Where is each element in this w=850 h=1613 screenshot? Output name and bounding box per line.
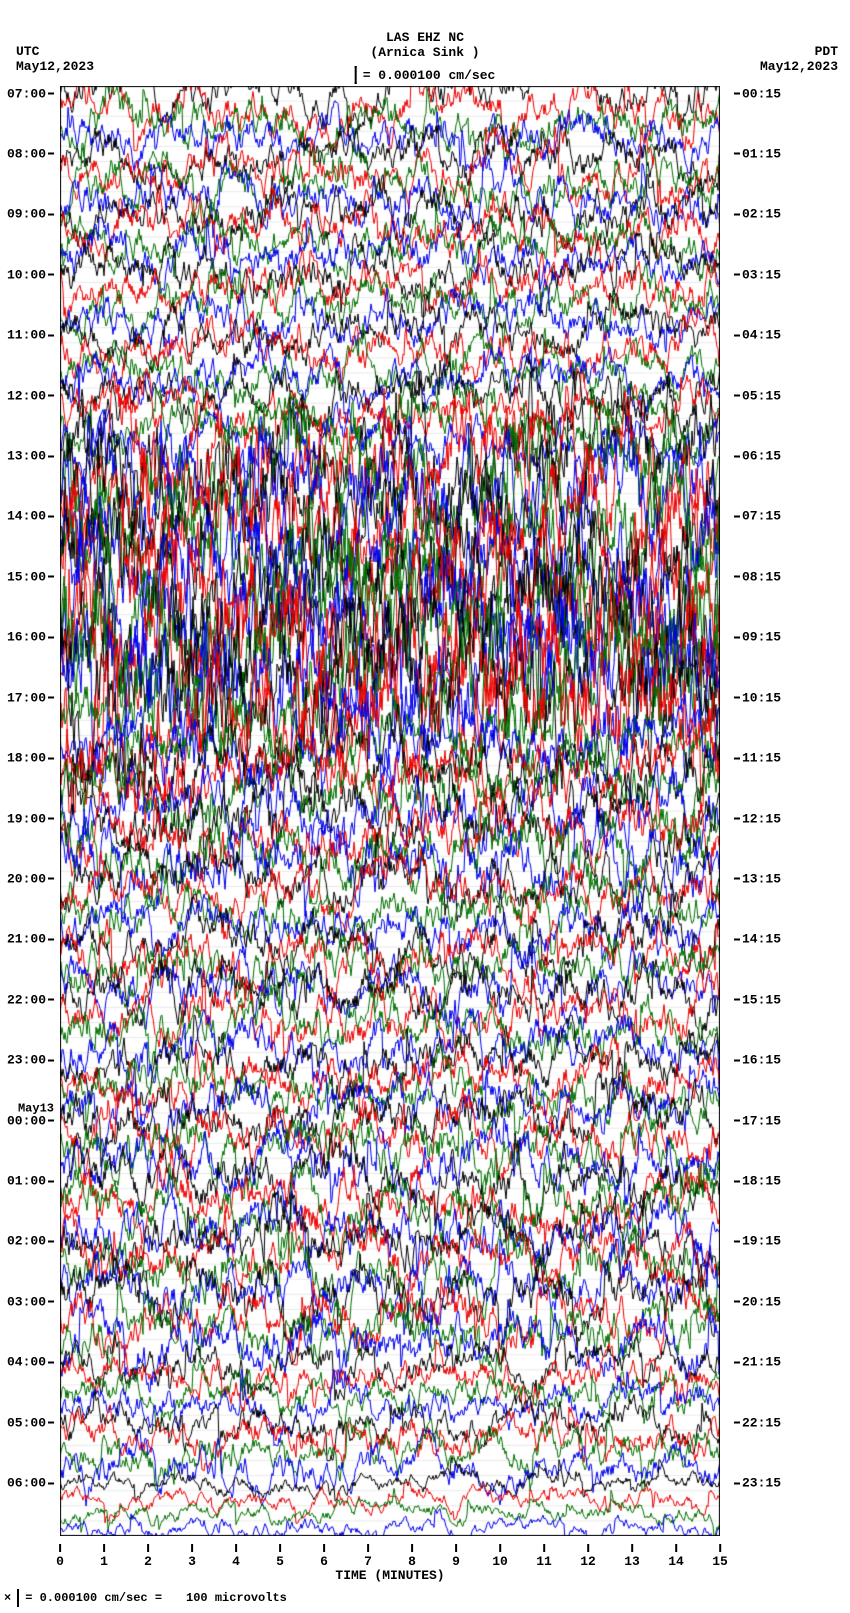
right-tick: 04:15 — [734, 329, 781, 342]
right-tick: 06:15 — [734, 450, 781, 463]
left-tick: 05:00 — [7, 1416, 54, 1429]
right-tick: 16:15 — [734, 1054, 781, 1067]
right-tick: 00:15 — [734, 87, 781, 100]
helicorder-canvas — [60, 86, 720, 1536]
header-right-block: PDT May12,2023 — [760, 44, 838, 74]
right-tick: 15:15 — [734, 993, 781, 1006]
left-tick: 07:00 — [7, 87, 54, 100]
left-tick-sup: May13 — [18, 1101, 54, 1115]
right-tick: 05:15 — [734, 389, 781, 402]
left-tick: 10:00 — [7, 268, 54, 281]
date-label-left: May12,2023 — [16, 59, 94, 74]
left-tick: 11:00 — [7, 329, 54, 342]
footer-scale: × = 0.000100 cm/sec = 100 microvolts — [4, 1589, 287, 1607]
helicorder-plot — [60, 86, 720, 1536]
right-tick: 10:15 — [734, 691, 781, 704]
left-tick: 19:00 — [7, 812, 54, 825]
scale-bar-icon — [17, 1589, 19, 1607]
footer-text-1: = 0.000100 cm/sec = — [25, 1591, 162, 1605]
bottom-tick: 14 — [668, 1544, 684, 1569]
site-label: (Arnica Sink ) — [355, 45, 496, 60]
bottom-tick: 4 — [232, 1544, 240, 1569]
left-tick: 18:00 — [7, 752, 54, 765]
bottom-tick: 3 — [188, 1544, 196, 1569]
bottom-tick: 8 — [408, 1544, 416, 1569]
bottom-tick: 2 — [144, 1544, 152, 1569]
left-tick: 15:00 — [7, 570, 54, 583]
right-tick: 07:15 — [734, 510, 781, 523]
bottom-tick: 12 — [580, 1544, 596, 1569]
bottom-tick: 9 — [452, 1544, 460, 1569]
scale-indicator: = 0.000100 cm/sec — [355, 66, 496, 84]
tz-label-right: PDT — [760, 44, 838, 59]
scale-bar-icon — [355, 66, 357, 84]
right-tick: 03:15 — [734, 268, 781, 281]
footer-marker: × — [4, 1591, 11, 1605]
right-tick: 23:15 — [734, 1477, 781, 1490]
right-tick: 02:15 — [734, 208, 781, 221]
footer-text-2: 100 microvolts — [186, 1591, 287, 1605]
right-time-axis: 00:15 01:15 02:15 03:15 04:15 05:15 06:15 07:15… — [730, 86, 850, 1536]
right-tick: 21:15 — [734, 1356, 781, 1369]
right-tick: 01:15 — [734, 147, 781, 160]
bottom-tick: 10 — [492, 1544, 508, 1569]
right-tick: 09:15 — [734, 631, 781, 644]
left-tick: 23:00 — [7, 1054, 54, 1067]
left-tick: 14:00 — [7, 510, 54, 523]
bottom-tick: 15 — [712, 1544, 728, 1569]
bottom-tick: 7 — [364, 1544, 372, 1569]
x-axis-label: TIME (MINUTES) — [335, 1568, 444, 1583]
right-tick: 11:15 — [734, 752, 781, 765]
right-tick: 18:15 — [734, 1175, 781, 1188]
bottom-tick: 13 — [624, 1544, 640, 1569]
right-tick: 13:15 — [734, 872, 781, 885]
right-tick: 14:15 — [734, 933, 781, 946]
left-tick: 02:00 — [7, 1235, 54, 1248]
left-tick: 08:00 — [7, 147, 54, 160]
scale-text: = 0.000100 cm/sec — [363, 68, 496, 83]
bottom-tick: 5 — [276, 1544, 284, 1569]
right-tick: 08:15 — [734, 570, 781, 583]
left-tick: 03:00 — [7, 1295, 54, 1308]
right-tick: 19:15 — [734, 1235, 781, 1248]
right-tick: 22:15 — [734, 1416, 781, 1429]
left-tick: 01:00 — [7, 1175, 54, 1188]
left-tick: 20:00 — [7, 872, 54, 885]
bottom-tick: 1 — [100, 1544, 108, 1569]
bottom-tick: 0 — [56, 1544, 64, 1569]
left-tick: 06:00 — [7, 1477, 54, 1490]
header-center-block: LAS EHZ NC (Arnica Sink ) = 0.000100 cm/… — [355, 30, 496, 84]
left-tick: 12:00 — [7, 389, 54, 402]
left-tick: 22:00 — [7, 993, 54, 1006]
bottom-tick: 11 — [536, 1544, 552, 1569]
header: UTC May12,2023 LAS EHZ NC (Arnica Sink )… — [0, 0, 850, 86]
left-tick: 09:00 — [7, 208, 54, 221]
left-tick: 00:00 — [7, 1114, 54, 1127]
tz-label-left: UTC — [16, 44, 94, 59]
header-left-block: UTC May12,2023 — [16, 44, 94, 74]
right-tick: 20:15 — [734, 1295, 781, 1308]
left-tick: 17:00 — [7, 691, 54, 704]
left-tick: 04:00 — [7, 1356, 54, 1369]
date-label-right: May12,2023 — [760, 59, 838, 74]
left-tick: 16:00 — [7, 631, 54, 644]
left-time-axis: 07:00 08:00 09:00 10:00 11:00 12:00 13:00 14:00… — [0, 86, 58, 1536]
left-tick: 21:00 — [7, 933, 54, 946]
right-tick: 12:15 — [734, 812, 781, 825]
bottom-minutes-axis: TIME (MINUTES) 0123456789101112131415 — [60, 1544, 720, 1594]
left-tick: 13:00 — [7, 450, 54, 463]
bottom-tick: 6 — [320, 1544, 328, 1569]
right-tick: 17:15 — [734, 1114, 781, 1127]
station-label: LAS EHZ NC — [355, 30, 496, 45]
